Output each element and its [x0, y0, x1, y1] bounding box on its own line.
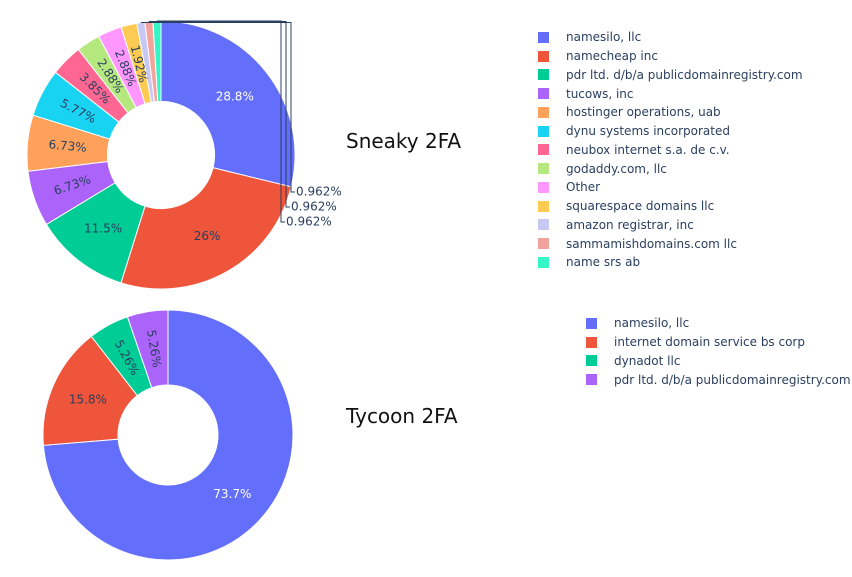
legend-item[interactable]: internet domain service bs corp: [586, 333, 851, 352]
legend-item[interactable]: namesilo, llc: [586, 314, 851, 333]
legend-label: hostinger operations, uab: [566, 105, 721, 120]
legend-swatch: [538, 31, 549, 43]
pie-slice[interactable]: [42, 335, 139, 446]
legend-swatch: [538, 144, 549, 156]
legend-swatch: [538, 200, 549, 212]
legend-swatch: [538, 69, 549, 81]
legend-item[interactable]: pdr ltd. d/b/a publicdomainregistry.com: [538, 66, 803, 85]
legend-item[interactable]: Other: [538, 178, 803, 197]
legend-label: dynadot llc: [614, 353, 681, 368]
legend-item[interactable]: hostinger operations, uab: [538, 103, 803, 122]
legend-swatch: [538, 88, 549, 100]
legend-label: namesilo, llc: [566, 30, 642, 45]
legend-label: pdr ltd. d/b/a publicdomainregistry.com: [614, 372, 851, 387]
slice-label: 26%: [194, 229, 221, 243]
legend-item[interactable]: godaddy.com, llc: [538, 159, 803, 178]
legend-label: godaddy.com, llc: [566, 161, 667, 176]
legend-swatch: [538, 106, 549, 118]
legend-item[interactable]: dynu systems incorporated: [538, 122, 803, 141]
legend-label: namesilo, llc: [614, 316, 690, 331]
slice-label: 11.5%: [84, 221, 122, 235]
legend-swatch: [586, 336, 597, 348]
pie-slice[interactable]: [126, 309, 169, 389]
legend-tycoon: namesilo, llc internet domain service bs …: [586, 314, 851, 389]
legend-swatch: [586, 317, 597, 329]
legend-swatch: [586, 355, 597, 367]
legend-swatch: [538, 181, 549, 193]
legend-item[interactable]: squarespace domains llc: [538, 197, 803, 216]
legend-swatch: [538, 125, 549, 137]
legend-item[interactable]: pdr ltd. d/b/a publicdomainregistry.com: [586, 370, 851, 389]
label-leader-line: [140, 22, 295, 193]
legend-swatch: [538, 163, 549, 175]
legend-item[interactable]: namesilo, llc: [538, 28, 803, 47]
legend-label: tucows, inc: [566, 86, 634, 101]
legend-label: internet domain service bs corp: [614, 335, 805, 350]
slice-label: 15.8%: [69, 392, 107, 406]
legend-swatch: [538, 219, 549, 231]
slice-label-outside: 0.962%: [291, 200, 337, 214]
legend-label: Other: [566, 180, 601, 195]
slice-label: 28.8%: [216, 90, 254, 104]
legend-label: amazon registrar, inc: [566, 217, 694, 232]
legend-label: neubox internet s.a. de c.v.: [566, 142, 730, 157]
slice-label: 5.26%: [144, 329, 164, 369]
legend-swatch: [538, 238, 549, 250]
slice-label: 6.73%: [48, 137, 87, 154]
legend-sneaky: namesilo, llc namecheap inc pdr ltd. d/b/a…: [538, 28, 803, 272]
legend-label: pdr ltd. d/b/a publicdomainregistry.com: [566, 67, 803, 82]
pie-slice[interactable]: [160, 20, 296, 188]
legend-swatch: [538, 50, 549, 62]
legend-label: namecheap inc: [566, 49, 658, 64]
slice-label-outside: 0.962%: [296, 185, 342, 199]
legend-item[interactable]: sammamishdomains.com llc: [538, 234, 803, 253]
legend-item[interactable]: tucows, inc: [538, 84, 803, 103]
slice-label-outside: 0.962%: [286, 215, 332, 229]
legend-item[interactable]: dynadot llc: [586, 352, 851, 371]
pie-slice[interactable]: [120, 167, 292, 290]
legend-label: dynu systems incorporated: [566, 124, 730, 139]
legend-swatch: [538, 256, 549, 268]
legend-label: name srs ab: [566, 255, 641, 270]
legend-item[interactable]: namecheap inc: [538, 47, 803, 66]
legend-item[interactable]: name srs ab: [538, 253, 803, 272]
legend-item[interactable]: neubox internet s.a. de c.v.: [538, 141, 803, 160]
legend-swatch: [586, 374, 597, 386]
chart-title-sneaky: Sneaky 2FA: [346, 129, 462, 153]
pie-slice[interactable]: [42, 309, 294, 561]
legend-label: sammamishdomains.com llc: [566, 236, 737, 251]
label-leader-line: [156, 20, 285, 223]
legend-label: squarespace domains llc: [566, 199, 715, 214]
legend-item[interactable]: amazon registrar, inc: [538, 216, 803, 235]
slice-label: 73.7%: [213, 487, 251, 501]
chart-title-tycoon: Tycoon 2FA: [346, 404, 458, 428]
